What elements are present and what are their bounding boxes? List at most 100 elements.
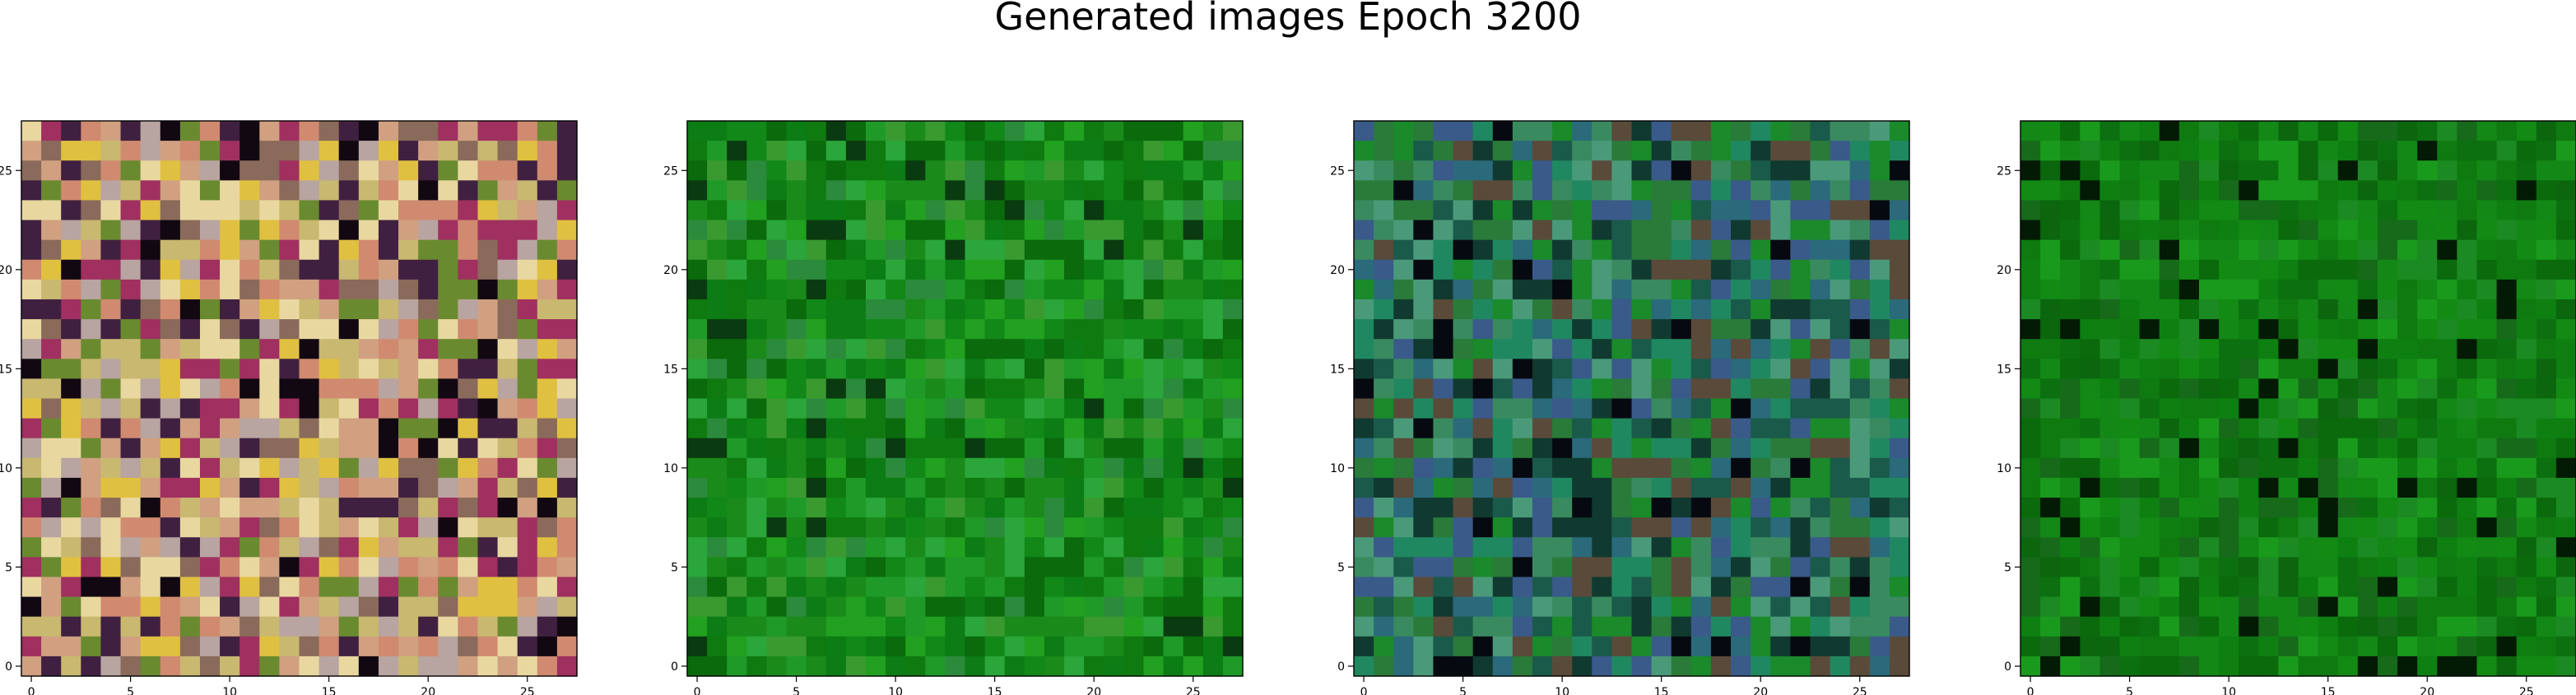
pixel-cell — [1810, 339, 1831, 359]
pixel-cell — [825, 339, 847, 359]
pixel-cell — [1889, 457, 1910, 479]
pixel-cell — [61, 438, 81, 459]
pixel-cell — [2080, 477, 2101, 498]
pixel-cell — [984, 259, 1006, 280]
pixel-cell — [160, 279, 181, 300]
pixel-cell — [2099, 141, 2121, 161]
pixel-cell — [1710, 616, 1732, 637]
pixel-cell — [1889, 477, 1910, 498]
pixel-cell — [2278, 239, 2299, 261]
pixel-cell — [2318, 220, 2339, 241]
pixel-cell — [2536, 596, 2557, 618]
pixel-cell — [2337, 477, 2359, 498]
pixel-cell — [458, 656, 479, 677]
pixel-cell — [2040, 319, 2061, 340]
pixel-cell — [2555, 457, 2576, 479]
pixel-cell — [1183, 220, 1204, 241]
pixel-cell — [2555, 656, 2576, 677]
pixel-cell — [2139, 279, 2160, 300]
pixel-cell — [865, 319, 886, 340]
pixel-cell — [319, 656, 340, 677]
pixel-cell — [1592, 299, 1612, 320]
pixel-cell — [2318, 121, 2339, 141]
pixel-cell — [378, 517, 399, 538]
pixel-cell — [1731, 180, 1751, 202]
pixel-cell — [279, 220, 300, 241]
pixel-cell — [220, 557, 240, 578]
pixel-cell — [687, 200, 708, 221]
pixel-cell — [179, 200, 201, 221]
pixel-cell — [1143, 299, 1165, 320]
pixel-cell — [2159, 259, 2180, 280]
pixel-cell — [965, 259, 986, 280]
pixel-cell — [1790, 616, 1811, 637]
pixel-cell — [358, 477, 379, 498]
pixel-cell — [707, 477, 728, 498]
pixel-cell — [1572, 418, 1593, 439]
pixel-cell — [1751, 299, 1771, 320]
pixel-cell — [1592, 180, 1612, 202]
pixel-cell — [1751, 239, 1771, 261]
pixel-cell — [2139, 656, 2160, 677]
pixel-cell — [2555, 557, 2576, 578]
pixel-cell — [2198, 160, 2220, 181]
pixel-cell — [418, 259, 439, 280]
pixel-cell — [1690, 319, 1712, 340]
pixel-cell — [1512, 457, 1533, 479]
x-tick-label: 15 — [988, 686, 1002, 695]
pixel-cell — [2119, 498, 2141, 518]
pixel-cell — [2417, 339, 2438, 359]
pixel-cell — [945, 457, 966, 479]
pixel-cell — [1374, 160, 1394, 181]
pixel-cell — [1354, 537, 1374, 558]
pixel-cell — [2417, 319, 2438, 340]
pixel-cell — [2555, 121, 2576, 141]
pixel-cell — [338, 359, 360, 379]
pixel-cell — [1710, 121, 1732, 141]
pixel-cell — [1472, 239, 1494, 261]
pixel-cell — [1651, 220, 1672, 241]
pixel-cell — [2337, 537, 2359, 558]
pixel-cell — [2099, 339, 2121, 359]
pixel-cell — [2298, 498, 2319, 518]
pixel-cell — [2536, 121, 2557, 141]
pixel-cell — [2020, 259, 2041, 280]
pixel-cell — [2139, 537, 2160, 558]
pixel-cell — [220, 359, 240, 379]
pixel-cell — [1869, 239, 1890, 261]
pixel-cell — [2298, 457, 2319, 479]
pixel-cell — [925, 141, 946, 161]
pixel-cell — [418, 636, 439, 657]
pixel-cell — [61, 220, 81, 241]
pixel-cell — [160, 200, 181, 221]
pixel-cell — [1869, 259, 1890, 280]
pixel-cell — [1830, 239, 1851, 261]
pixel-cell — [1690, 438, 1712, 459]
pixel-cell — [2080, 517, 2101, 538]
pixel-cell — [2178, 299, 2200, 320]
pixel-cell — [120, 279, 142, 300]
pixel-cell — [1889, 636, 1910, 657]
pixel-cell — [1690, 359, 1712, 379]
pixel-cell — [2159, 299, 2180, 320]
pixel-cell — [179, 359, 201, 379]
pixel-cell — [81, 557, 102, 578]
pixel-cell — [945, 160, 966, 181]
pixel-cell — [2417, 557, 2438, 578]
pixel-cell — [299, 636, 320, 657]
pixel-cell — [1064, 498, 1085, 518]
pixel-cell — [179, 477, 201, 498]
pixel-cell — [984, 299, 1006, 320]
pixel-cell — [1869, 160, 1890, 181]
pixel-cell — [2139, 418, 2160, 439]
pixel-cell — [766, 319, 788, 340]
pixel-cell — [438, 239, 458, 261]
pixel-cell — [1592, 418, 1612, 439]
x-tick-label: 20 — [421, 686, 435, 695]
pixel-cell — [2060, 656, 2081, 677]
pixel-cell — [945, 121, 966, 141]
pixel-cell — [806, 141, 827, 161]
pixel-cell — [2159, 141, 2180, 161]
pixel-cell — [1592, 279, 1612, 300]
pixel-cell — [1532, 319, 1553, 340]
